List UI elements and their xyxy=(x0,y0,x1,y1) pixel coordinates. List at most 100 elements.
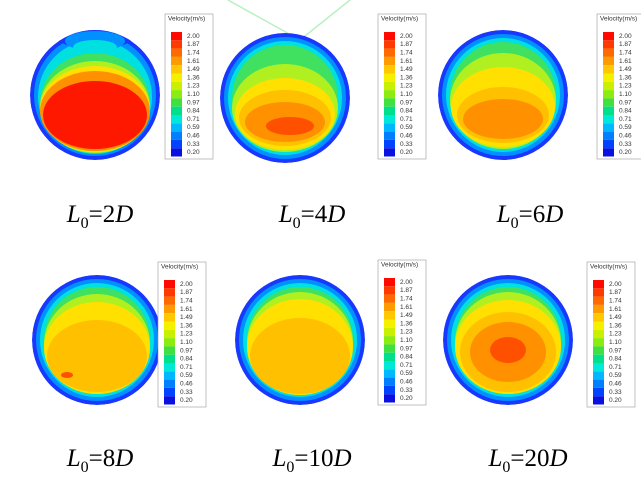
legend-label: 0.59 xyxy=(400,124,413,131)
legend-label: 1.10 xyxy=(609,339,622,346)
label-subscript: 0 xyxy=(502,459,510,476)
legend-label: 1.23 xyxy=(187,83,200,90)
label-symbol: L xyxy=(496,201,511,228)
legend-swatch xyxy=(384,139,395,149)
label-subscript: 0 xyxy=(511,215,519,232)
legend-swatch xyxy=(603,56,614,66)
legend-swatch xyxy=(384,90,395,99)
legend-label: 0.33 xyxy=(619,141,632,148)
contour-panel: Velocity(m/s) 2.001.871.74 1.611.491.36 1.2… xyxy=(438,13,641,232)
legend-label: 1.36 xyxy=(180,322,193,329)
legend-swatch xyxy=(171,73,182,82)
legend-label: 0.71 xyxy=(187,116,200,123)
legend-swatch xyxy=(603,40,614,49)
legend-label: 2.00 xyxy=(400,33,413,40)
legend-label: 1.74 xyxy=(187,49,200,56)
legend-label: 1.49 xyxy=(187,66,200,73)
legend-swatch xyxy=(171,98,182,107)
legend-label: 0.71 xyxy=(400,362,413,369)
legend-label: 1.61 xyxy=(619,58,632,65)
legend-swatch xyxy=(593,354,604,363)
contour-band xyxy=(61,372,73,378)
legend-swatch xyxy=(593,387,604,397)
legend-label: 0.71 xyxy=(180,364,193,371)
label-subscript: 0 xyxy=(81,215,89,232)
contour-band xyxy=(47,320,147,392)
label-unit: D xyxy=(332,445,351,472)
legend-label: 1.87 xyxy=(187,41,200,48)
legend-swatch xyxy=(593,288,604,297)
legend-swatch xyxy=(384,278,395,287)
legend-label: 1.10 xyxy=(180,339,193,346)
legend-swatch xyxy=(164,379,175,388)
panel-label: L0=20D xyxy=(487,445,567,476)
legend-label: 1.49 xyxy=(180,314,193,321)
label-equals: =20 xyxy=(510,445,549,472)
legend-swatch xyxy=(384,294,395,303)
legend-label: 1.36 xyxy=(400,74,413,81)
legend-swatch xyxy=(384,394,395,403)
legend-label: 0.59 xyxy=(400,370,413,377)
legend-swatch xyxy=(171,115,182,124)
contour-panel: Velocity(m/s) 2.001.871.74 1.611.491.36 1.2… xyxy=(30,13,214,232)
contour-plot xyxy=(438,30,568,160)
label-symbol: L xyxy=(278,201,293,228)
legend-label: 1.61 xyxy=(400,304,413,311)
legend-title: Velocity(m/s) xyxy=(381,262,418,269)
legend-swatch xyxy=(384,327,395,337)
legend-swatch xyxy=(164,354,175,363)
contour-band xyxy=(250,318,350,394)
legend-label: 0.33 xyxy=(187,141,200,148)
legend-swatch xyxy=(384,344,395,353)
legend-label: 1.74 xyxy=(400,49,413,56)
legend-label: 1.61 xyxy=(400,58,413,65)
legend-label: 1.74 xyxy=(619,49,632,56)
legend-swatch xyxy=(384,65,395,74)
legend-label: 0.97 xyxy=(400,99,413,106)
legend-label: 0.84 xyxy=(180,356,193,363)
legend: Velocity(m/s) 2.001.871.74 1.611.491.36 1.2… xyxy=(377,259,427,406)
legend-swatch xyxy=(384,115,395,124)
legend-title: Velocity(m/s) xyxy=(590,264,627,271)
legend-swatch xyxy=(384,148,395,157)
legend-label: 1.49 xyxy=(619,66,632,73)
legend-swatch xyxy=(171,48,182,57)
legend-label: 0.59 xyxy=(187,124,200,131)
legend-swatch xyxy=(164,304,175,314)
legend-label: 0.59 xyxy=(180,372,193,379)
contour-plot xyxy=(235,275,365,405)
legend-label: 1.74 xyxy=(400,295,413,302)
label-equals: =10 xyxy=(294,445,333,472)
legend-label: 0.97 xyxy=(180,347,193,354)
label-unit: D xyxy=(114,201,133,228)
legend-swatch xyxy=(593,379,604,388)
legend-swatch xyxy=(593,396,604,405)
panel-label: L0=8D xyxy=(66,445,134,476)
legend-swatch xyxy=(164,329,175,339)
label-equals: =8 xyxy=(89,445,116,472)
legend-swatch xyxy=(603,65,614,74)
legend-swatch xyxy=(384,98,395,107)
legend-swatch xyxy=(603,131,614,140)
contour-band xyxy=(43,81,147,149)
legend-label: 0.59 xyxy=(609,372,622,379)
legend-label: 1.87 xyxy=(400,41,413,48)
legend-label: 2.00 xyxy=(609,281,622,288)
legend-swatch xyxy=(384,32,395,41)
legend-swatch xyxy=(164,338,175,347)
panel-label: L0=2D xyxy=(66,201,134,232)
label-symbol: L xyxy=(487,445,502,472)
legend-label: 0.20 xyxy=(180,397,193,404)
legend-swatch xyxy=(384,311,395,320)
legend-label: 0.84 xyxy=(609,356,622,363)
legend-label: 1.49 xyxy=(609,314,622,321)
legend-swatch xyxy=(164,396,175,405)
legend-swatch xyxy=(164,346,175,355)
legend-label: 0.97 xyxy=(400,345,413,352)
legend-label: 2.00 xyxy=(619,33,632,40)
legend-label: 0.20 xyxy=(400,149,413,156)
legend-swatch xyxy=(164,280,175,289)
legend-swatch xyxy=(164,371,175,380)
legend-swatch xyxy=(603,115,614,124)
legend-label: 2.00 xyxy=(180,281,193,288)
